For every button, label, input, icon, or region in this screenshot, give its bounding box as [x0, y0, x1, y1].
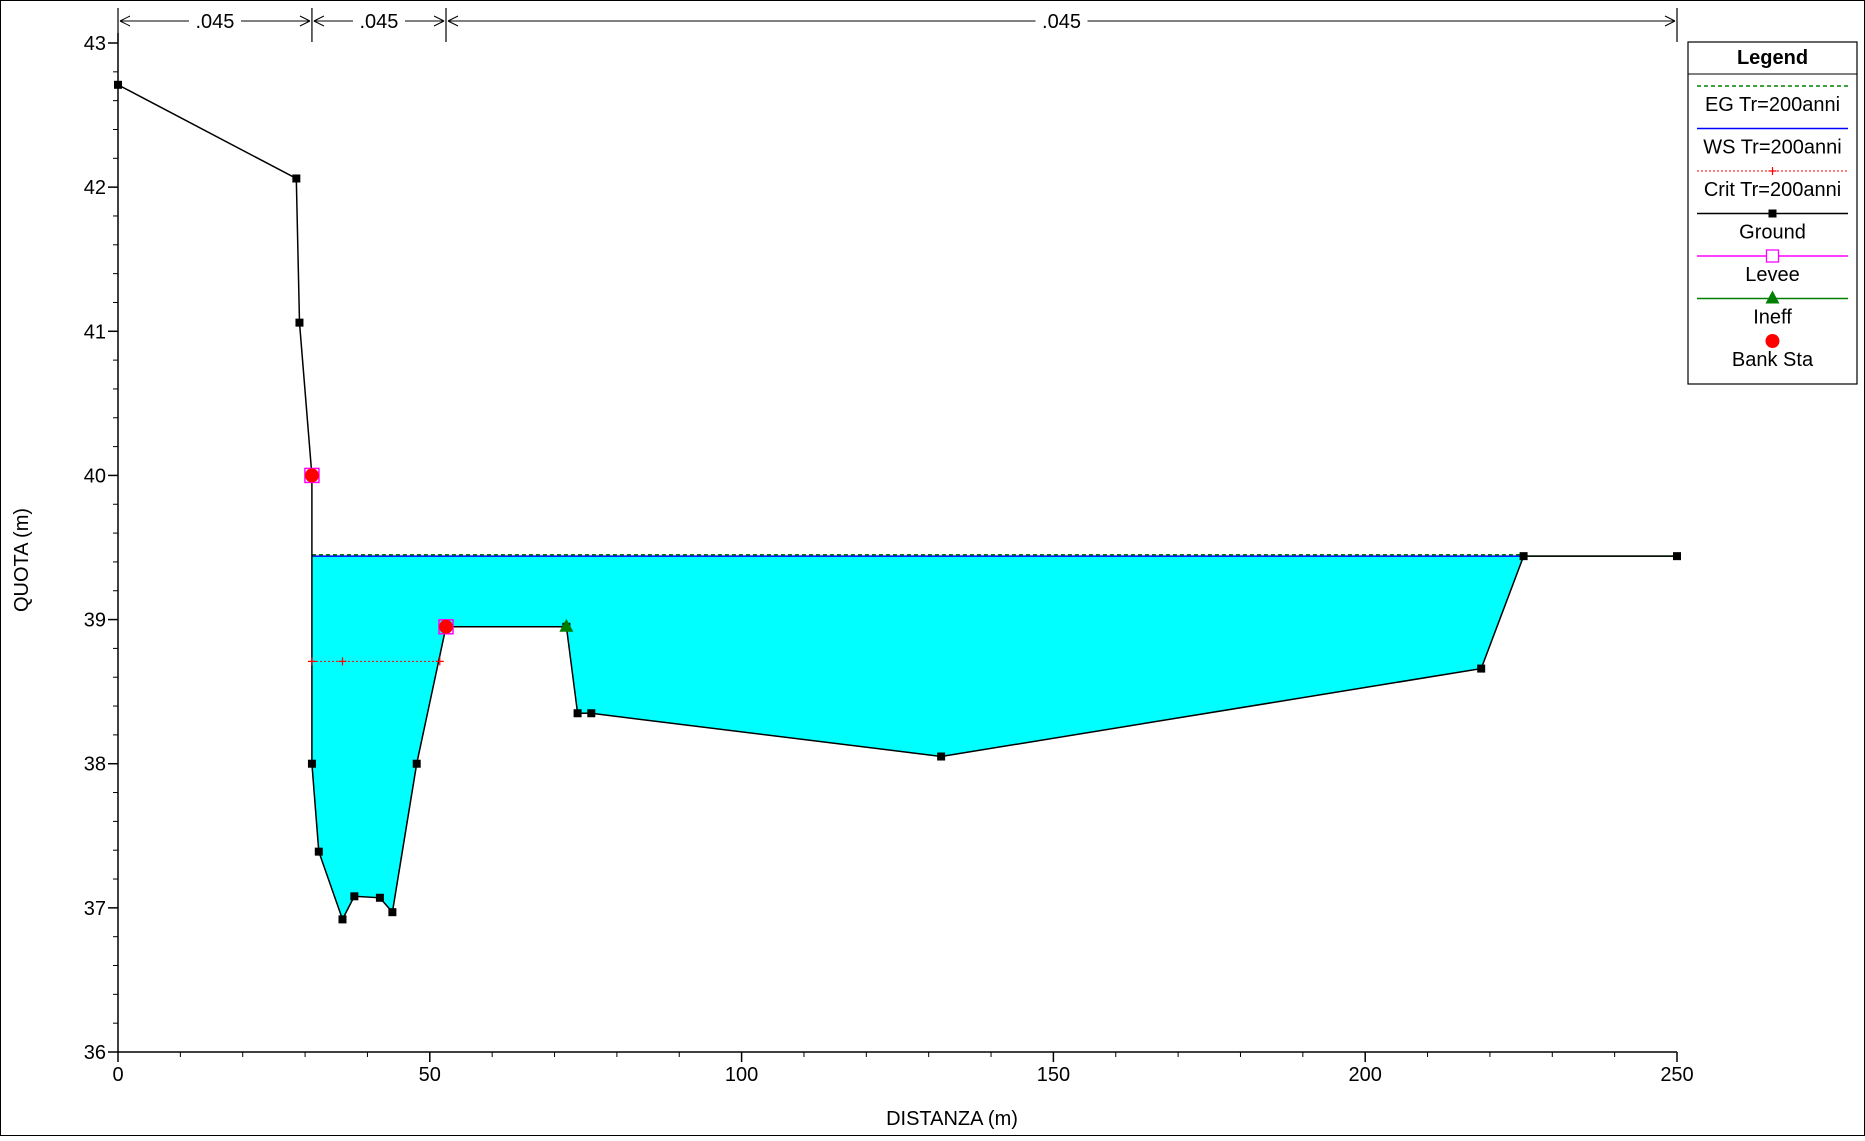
ground-point — [573, 709, 582, 718]
x-axis-title: DISTANZA (m) — [886, 1108, 1018, 1130]
legend-entry-label: Levee — [1745, 264, 1800, 286]
legend-entry-label: Ineff — [1753, 307, 1792, 329]
manning-arrow-left — [447, 15, 459, 27]
crit-marker — [307, 657, 316, 666]
legend-entry-label: Bank Sta — [1732, 349, 1814, 371]
legend-entry: Levee — [1697, 249, 1848, 286]
water-area-overbank — [446, 556, 1524, 757]
legend-sample-marker — [1768, 209, 1777, 218]
manning-n-layer: .045 .045 .045 — [117, 8, 1678, 42]
legend-entry: EG Tr=200anni — [1697, 85, 1848, 116]
manning-n-label: .045 — [360, 11, 399, 33]
axes-layer: 36 37 38 39 40 41 42 43 0 50 100 150 200 250 — [84, 33, 1694, 1086]
x-tick-label: 0 — [112, 1064, 123, 1086]
legend-sample-marker — [1765, 290, 1780, 304]
ground-point — [375, 893, 384, 902]
crit-marker — [338, 657, 347, 666]
y-tick-label: 37 — [84, 898, 106, 920]
legend-title: Legend — [1737, 47, 1808, 69]
ground-point — [937, 752, 946, 761]
ground-point — [1673, 552, 1681, 561]
y-tick-label: 43 — [84, 33, 106, 55]
x-tick-label: 50 — [419, 1064, 441, 1086]
ground-point — [307, 759, 316, 768]
y-tick-label: 39 — [84, 610, 106, 632]
ground-point — [350, 892, 359, 901]
legend-entry: WS Tr=200anni — [1697, 127, 1848, 159]
y-axis-title: QUOTA (m) — [11, 508, 33, 612]
water-fill-layer — [311, 475, 1524, 920]
legend-sample-marker — [1765, 249, 1780, 263]
legend-entry-label: Crit Tr=200anni — [1704, 179, 1841, 201]
legend-entry-label: Ground — [1739, 222, 1806, 244]
water-area-main-channel — [311, 475, 446, 920]
manning-arrow-left — [119, 15, 131, 27]
x-tick-label: 100 — [725, 1064, 758, 1086]
ground-point — [388, 908, 397, 917]
ground-point — [295, 318, 304, 327]
manning-n-label: .045 — [196, 11, 235, 33]
manning-arrow-right — [299, 15, 311, 27]
crit-marker — [435, 657, 444, 666]
x-tick-label: 150 — [1037, 1064, 1070, 1086]
x-tick-label: 250 — [1660, 1064, 1693, 1086]
legend-entry-label: EG Tr=200anni — [1705, 94, 1840, 116]
ground-point — [412, 759, 421, 768]
manning-n-label: .045 — [1042, 11, 1081, 33]
legend-entry: Ground — [1697, 209, 1848, 244]
x-tick-label: 200 — [1349, 1064, 1382, 1086]
manning-arrow-left — [313, 15, 325, 27]
ground-point — [1519, 552, 1528, 561]
legend-sample-marker — [1765, 334, 1780, 348]
manning-arrow-right — [1664, 15, 1676, 27]
y-tick-label: 40 — [84, 465, 106, 487]
markers-layer — [114, 80, 1681, 924]
ground-point — [314, 847, 323, 856]
legend-entry: Bank Sta — [1732, 334, 1814, 371]
ground-point — [587, 709, 596, 718]
ground-point — [338, 915, 347, 924]
ineff-marker — [559, 618, 574, 632]
manning-arrow-right — [433, 15, 445, 27]
bank-station-marker — [304, 468, 319, 483]
y-tick-label: 42 — [84, 177, 106, 199]
y-tick-label: 36 — [84, 1042, 106, 1064]
y-tick-label: 41 — [84, 321, 106, 343]
legend-sample-marker — [1768, 167, 1777, 175]
bank-station-marker — [439, 619, 454, 634]
ground-point — [1477, 664, 1486, 673]
legend-entry-label: WS Tr=200anni — [1703, 137, 1841, 159]
legend-entry: Crit Tr=200anni — [1697, 167, 1848, 201]
legend: Legend EG Tr=200anni WS Tr=200anni Crit Tr=… — [1687, 41, 1858, 385]
legend-entry: Ineff — [1697, 290, 1848, 329]
ground-point — [292, 174, 301, 183]
y-tick-label: 38 — [84, 754, 106, 776]
